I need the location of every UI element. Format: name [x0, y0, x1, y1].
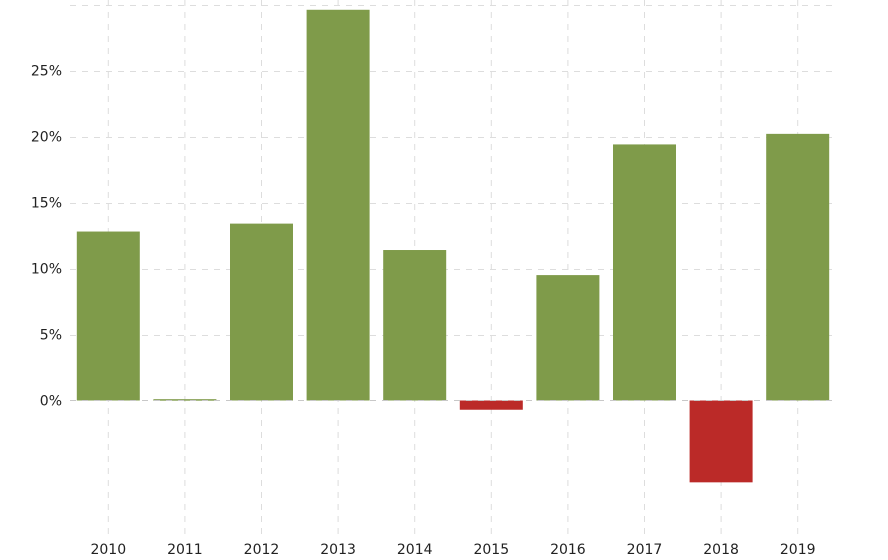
y-tick-label: 15%: [31, 196, 62, 212]
y-tick-label: 20%: [31, 130, 62, 146]
bar-2016: [536, 275, 600, 401]
bars: [76, 9, 830, 483]
bar-2015: [459, 400, 523, 410]
x-tick-label: 2010: [90, 542, 126, 558]
y-tick-label: 25%: [31, 64, 62, 80]
bar-2014: [383, 250, 447, 401]
bar-2019: [766, 133, 830, 401]
x-axis-tick-labels: 2010 2011 2012 2013 2014 2015 2016 2017 2018 2019: [90, 542, 815, 558]
x-tick-label: 2018: [703, 542, 739, 558]
y-tick-label: 10%: [31, 262, 62, 278]
bar-2018: [689, 400, 753, 483]
y-tick-label: 0%: [40, 394, 62, 410]
y-axis-tick-labels: 0% 5% 10% 15% 20% 25%: [31, 64, 62, 410]
x-tick-label: 2014: [397, 542, 433, 558]
x-tick-label: 2011: [167, 542, 203, 558]
bar-2013: [306, 9, 370, 401]
bar-2011: [153, 399, 217, 401]
bar-2017: [613, 144, 676, 401]
x-tick-label: 2016: [550, 542, 586, 558]
bar-2012: [230, 223, 293, 401]
x-tick-label: 2012: [244, 542, 280, 558]
y-tick-label: 5%: [40, 328, 62, 344]
x-tick-label: 2019: [780, 542, 816, 558]
x-tick-label: 2017: [627, 542, 663, 558]
x-tick-label: 2015: [473, 542, 509, 558]
bar-2010: [76, 231, 140, 401]
x-tick-label: 2013: [320, 542, 356, 558]
